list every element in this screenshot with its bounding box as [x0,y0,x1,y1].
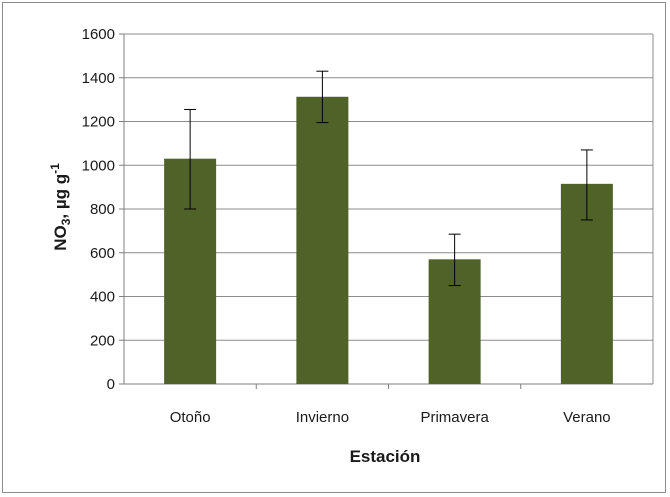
y-tick-label: 600 [90,245,115,262]
y-tick-label: 1200 [82,114,115,131]
y-tick-label: 0 [107,376,115,393]
y-tick-labels: 0 200 400 600 800 1000 1200 1400 1600 [82,26,115,393]
y-axis-label-unit: , µg g [51,174,70,219]
y-tick-label: 400 [90,289,115,306]
y-tick-label: 1400 [82,70,115,87]
x-tick-labels: Otoño Invierno Primavera Verano [170,409,611,426]
y-tick-label: 1000 [82,157,115,174]
x-tick-label: Invierno [296,409,349,426]
x-tick-label: Primavera [420,409,489,426]
x-tick-label: Verano [563,409,611,426]
x-tick-label: Otoño [170,409,211,426]
bar [296,96,349,384]
y-tick-label: 800 [90,201,115,218]
y-axis-label-superscript: -1 [48,163,62,174]
x-axis-label: Estación [350,447,421,466]
y-tick-label: 200 [90,332,115,349]
y-tick-label: 1600 [82,26,115,43]
y-axis-label: NO3, µg g-1 [48,163,73,251]
y-axis-label-main: NO [51,225,70,251]
error-bars [184,70,593,287]
bars [164,96,613,384]
y-axis-label-subscript: 3 [59,218,73,225]
